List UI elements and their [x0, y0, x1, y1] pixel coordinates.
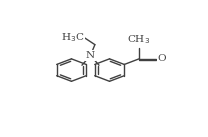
- Text: O: O: [157, 54, 166, 63]
- Text: CH$_3$: CH$_3$: [128, 33, 151, 46]
- Text: N: N: [86, 51, 95, 60]
- Text: H$_3$C: H$_3$C: [61, 31, 84, 44]
